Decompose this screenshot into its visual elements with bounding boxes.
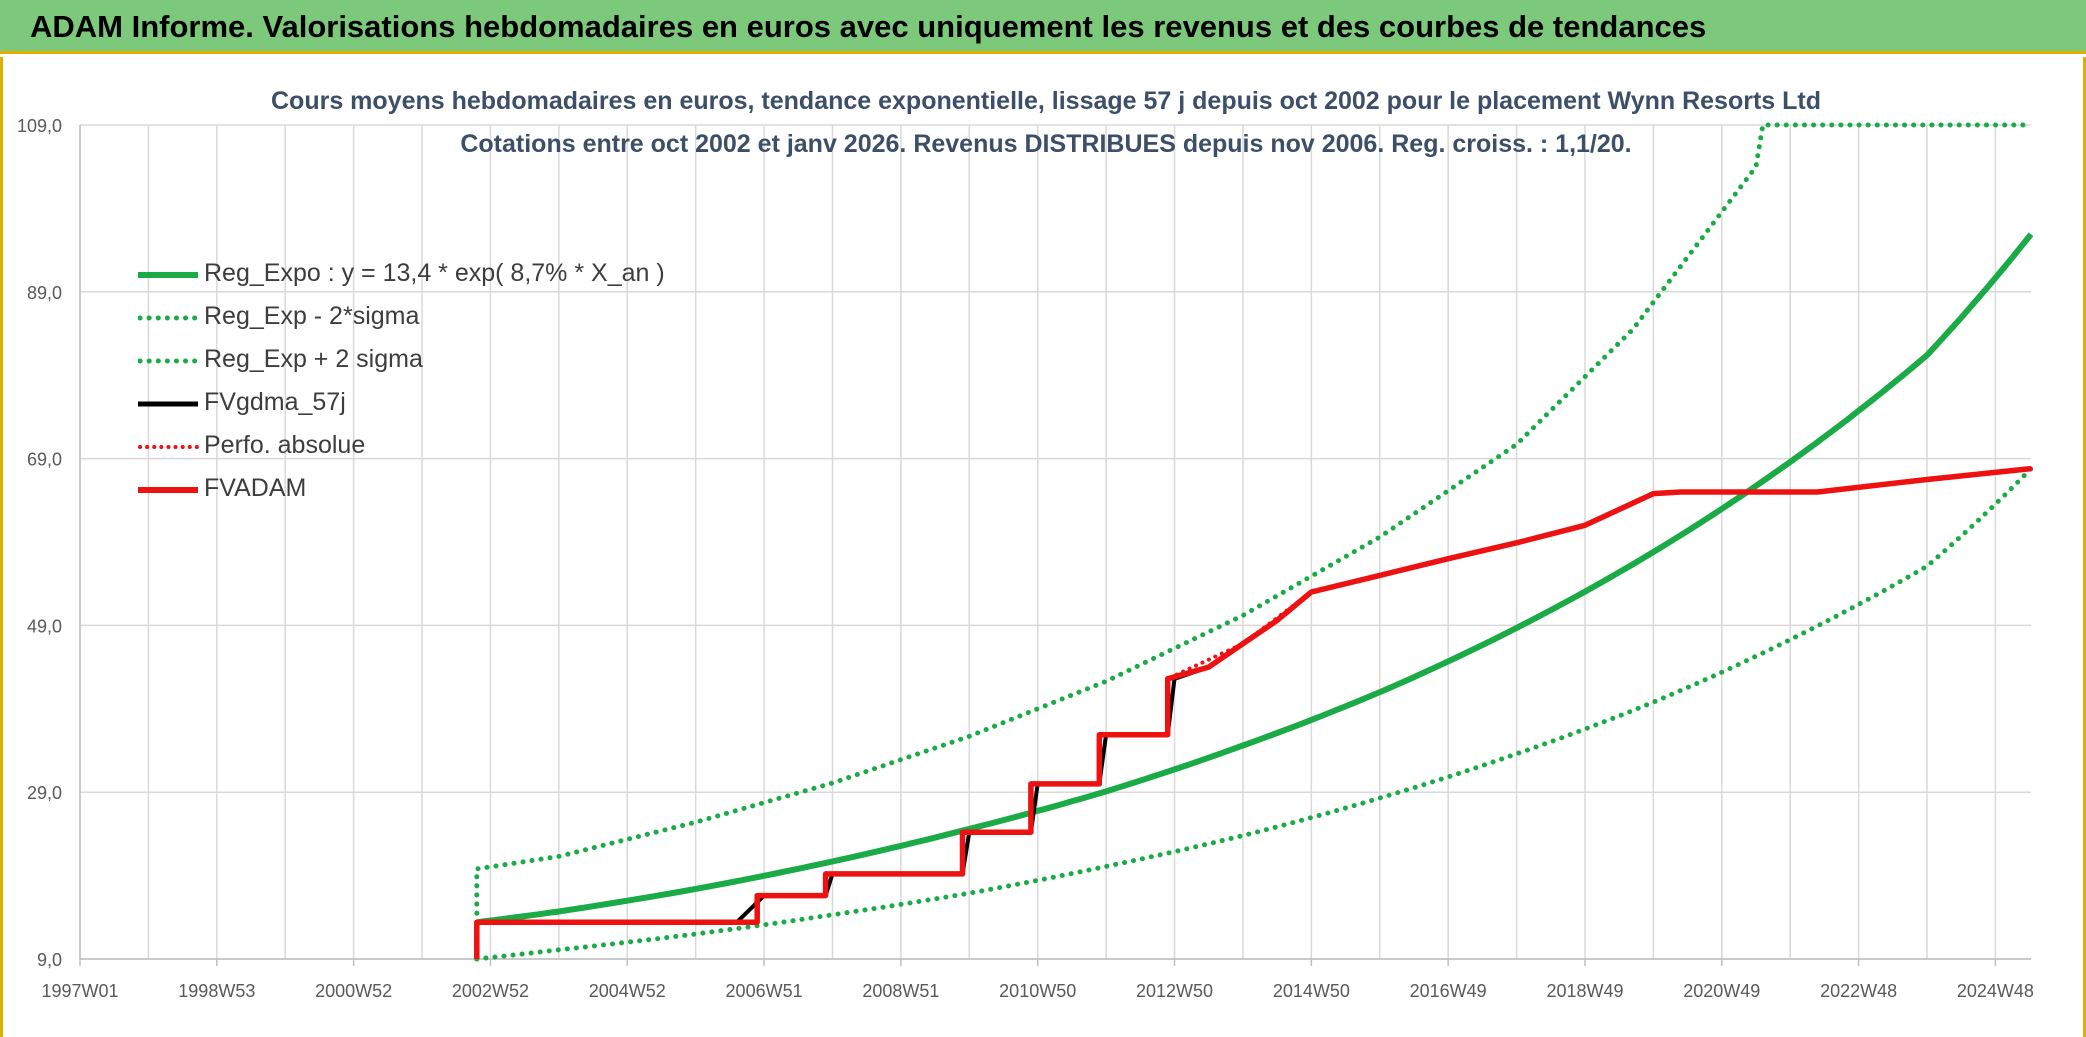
x-tick-label: 2024W48 (1957, 981, 2034, 1001)
series-reg-exp-plus-2sigma (474, 122, 2034, 925)
series-fvadam (474, 465, 2032, 959)
x-tick-label: 2002W52 (452, 981, 529, 1001)
x-tick-label: 1997W01 (41, 981, 118, 1001)
x-tick-label: 2008W51 (862, 981, 939, 1001)
y-tick-label: 109,0 (17, 116, 62, 136)
x-axis-tick-labels: 1997W01 1998W53 2000W52 2002W52 2004W52 2006W… (41, 981, 2033, 1001)
x-tick-label: 2018W49 (1546, 981, 1623, 1001)
series-fvgdma-57j (476, 466, 2032, 925)
x-tick-label: 2004W52 (589, 981, 666, 1001)
series-perfo-absolue (474, 466, 2033, 925)
x-tick-label: 2000W52 (315, 981, 392, 1001)
report-title: ADAM Informe. Valorisations hebdomadaire… (30, 9, 1707, 44)
horizontal-gridlines (80, 124, 2031, 960)
x-tick-label: 2016W49 (1410, 981, 1487, 1001)
chart-canvas: 9,0 29,0 49,0 69,0 89,0 109,0 1997W01 1998W53 2… (17, 116, 2034, 1001)
legend-label-perfo: Perfo. absolue (204, 431, 366, 459)
x-tick-label: 2010W50 (999, 981, 1076, 1001)
legend-label-fvgdma: FVgdma_57j (204, 388, 346, 416)
report-banner: ADAM Informe. Valorisations hebdomadaire… (0, 0, 2086, 54)
chart-title: Cours moyens hebdomadaires en euros, ten… (271, 87, 1821, 115)
legend-label-reg-exp-minus: Reg_Exp - 2*sigma (204, 302, 420, 330)
plot-axes (79, 125, 2031, 966)
y-axis-tick-labels: 9,0 29,0 49,0 69,0 89,0 109,0 (17, 116, 62, 970)
x-tick-label: 2006W51 (726, 981, 803, 1001)
y-tick-label: 69,0 (27, 450, 62, 470)
y-tick-label: 49,0 (27, 616, 62, 636)
series-reg-exp-minus-2sigma (474, 466, 2034, 962)
vertical-gridlines (79, 125, 1997, 959)
chart-subtitle: Cotations entre oct 2002 et janv 2026. R… (460, 130, 1632, 158)
x-tick-label: 1998W53 (178, 981, 255, 1001)
chart-area: 9,0 29,0 49,0 69,0 89,0 109,0 1997W01 1998W53 2… (0, 57, 2086, 1037)
x-tick-label: 2014W50 (1273, 981, 1350, 1001)
y-tick-label: 29,0 (27, 783, 62, 803)
y-tick-label: 9,0 (37, 950, 62, 970)
legend-label-reg-expo: Reg_Expo : y = 13,4 * exp( 8,7% * X_an ) (204, 259, 665, 287)
y-tick-label: 89,0 (27, 283, 62, 303)
series-reg-expo (476, 232, 2034, 926)
legend-label-reg-exp-plus: Reg_Exp + 2 sigma (204, 345, 423, 373)
series-layer (474, 122, 2034, 962)
legend-label-fvadam: FVADAM (204, 474, 307, 502)
x-tick-label: 2020W49 (1683, 981, 1760, 1001)
x-tick-label: 2012W50 (1136, 981, 1213, 1001)
x-tick-label: 2022W48 (1820, 981, 1897, 1001)
